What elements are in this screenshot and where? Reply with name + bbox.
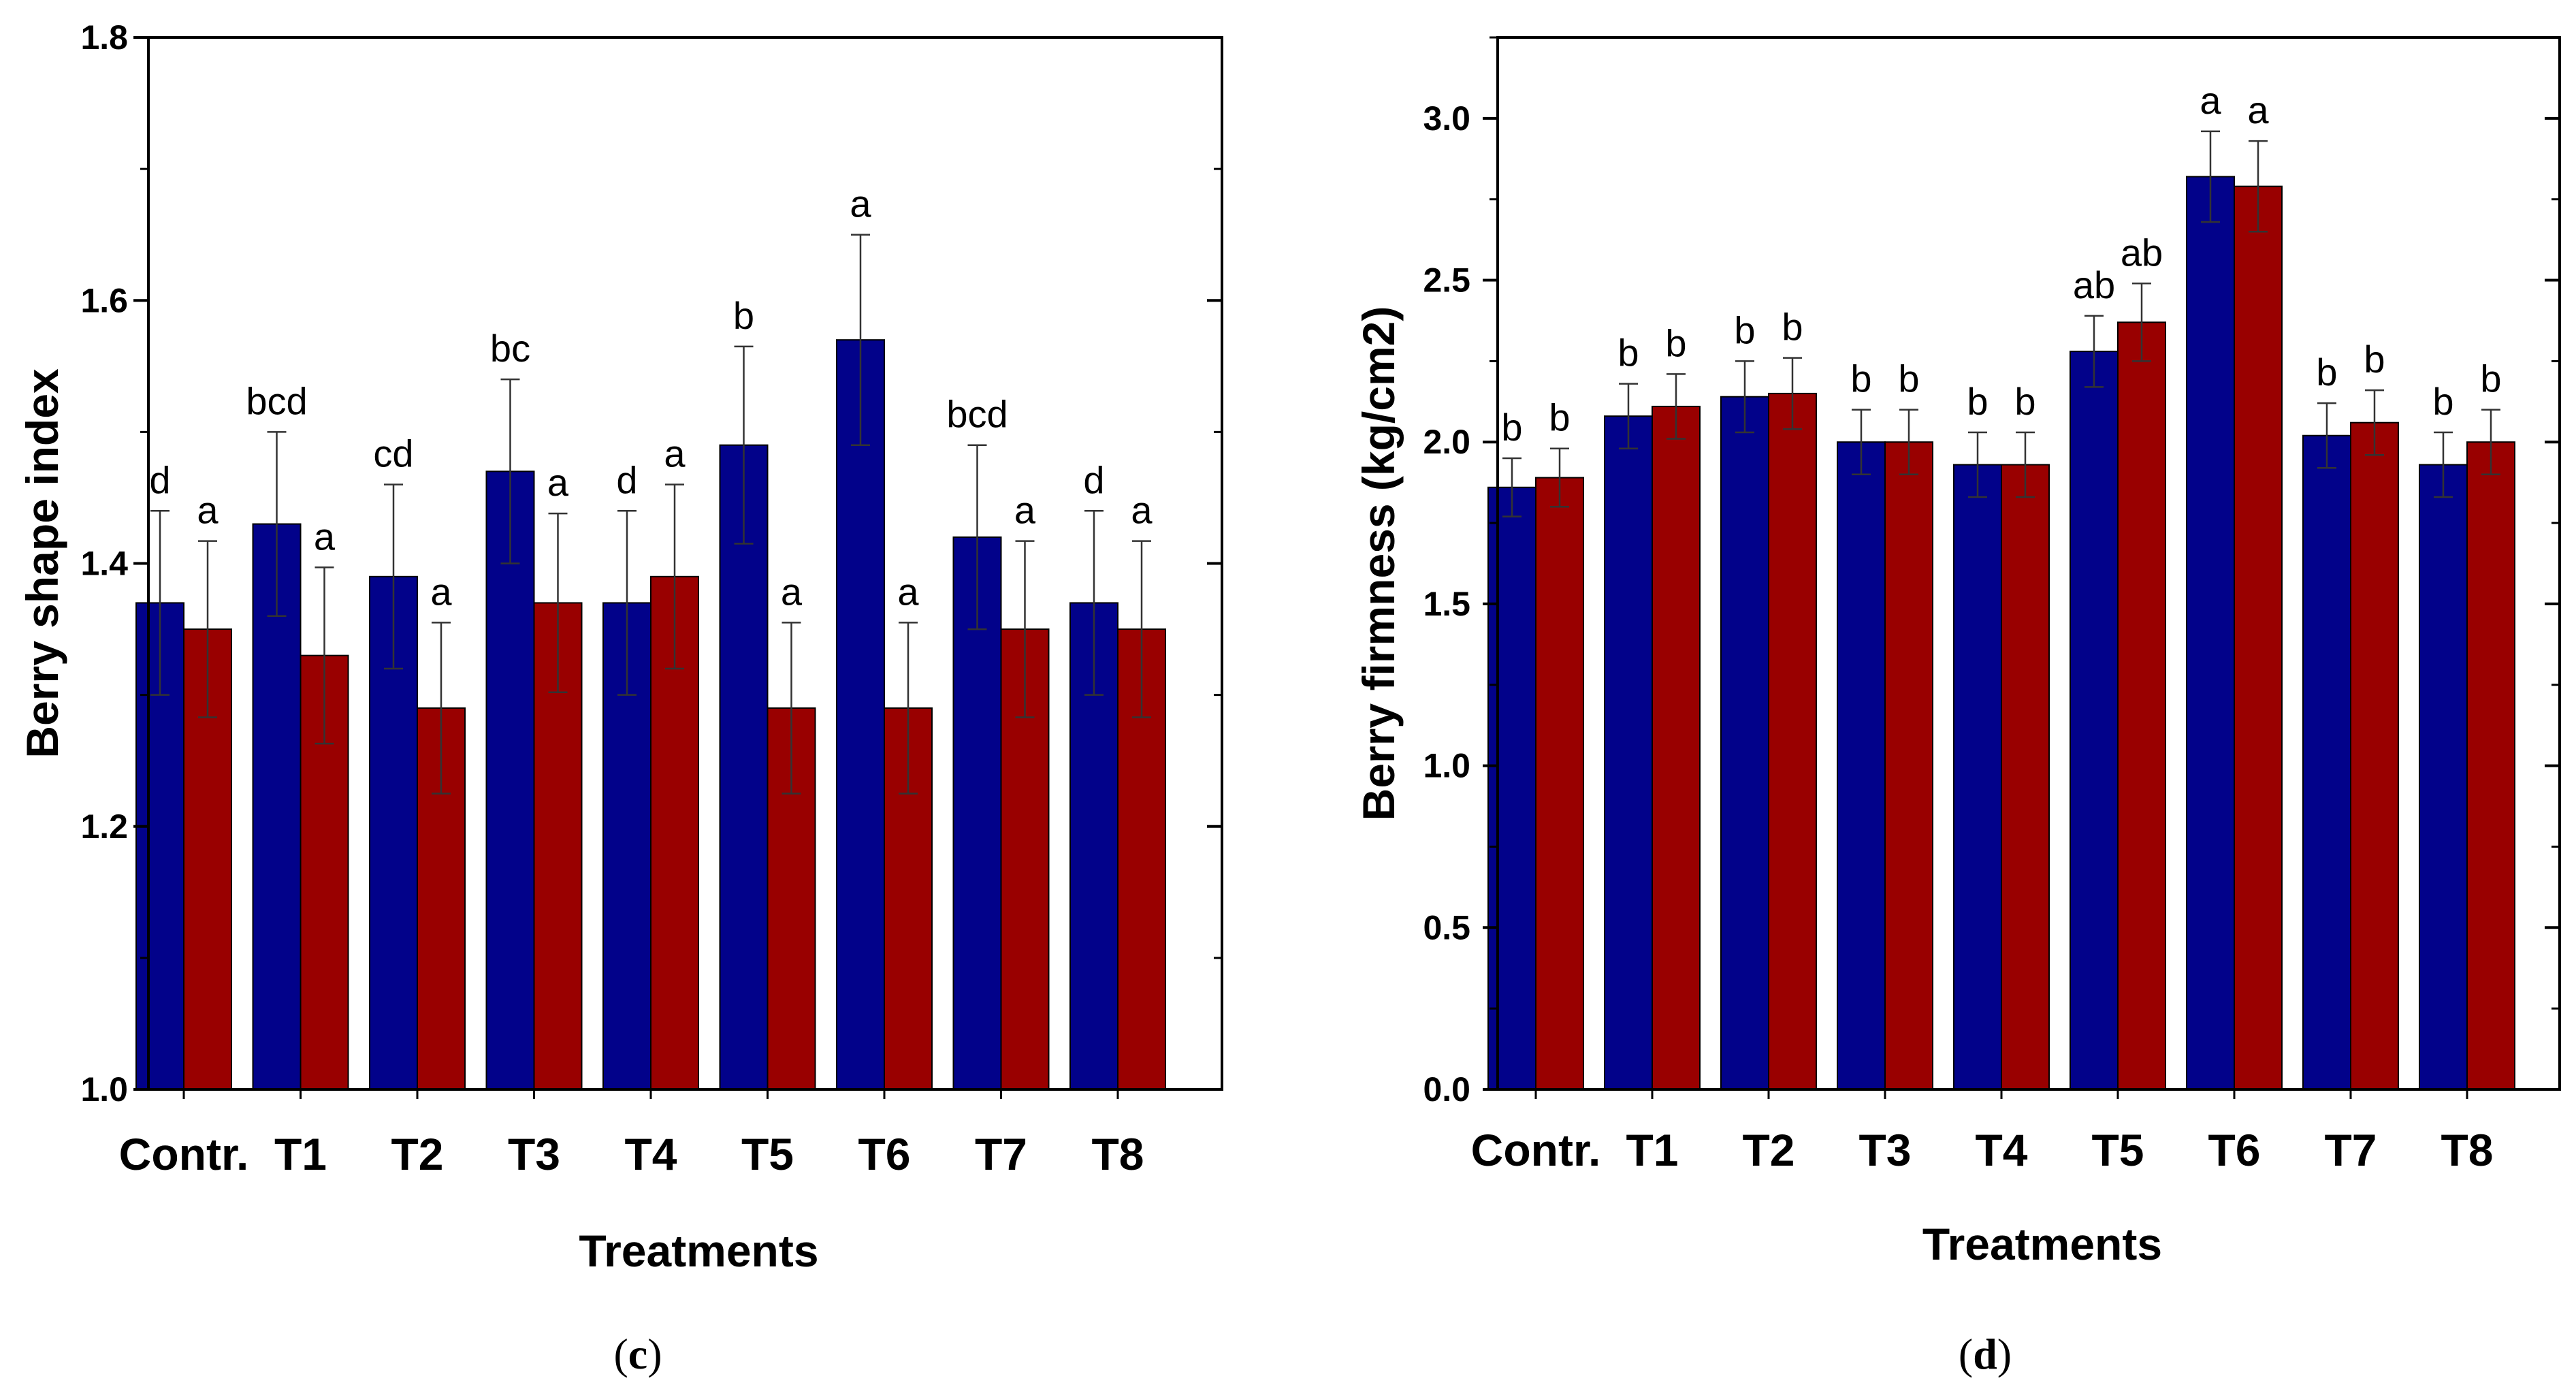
significance-label: b <box>2364 338 2385 381</box>
significance-label: ab <box>2121 231 2163 274</box>
significance-label: a <box>664 432 686 475</box>
significance-label: a <box>781 570 803 613</box>
significance-label: a <box>197 489 219 532</box>
significance-label: b <box>1967 380 1988 423</box>
y-tick-label: 2.0 <box>1423 423 1470 461</box>
significance-label: bcd <box>246 379 307 422</box>
significance-label: b <box>2316 351 2337 394</box>
bar-c-s1-T6 <box>836 339 885 1090</box>
plot-frame <box>1496 36 2561 1091</box>
category-label: T6 <box>858 1129 910 1179</box>
x-axis-title: Treatments <box>1922 1219 2162 1269</box>
y-tick-label: 1.6 <box>80 281 128 319</box>
bar-d-s1-T6 <box>2186 176 2235 1090</box>
chart-berry-shape-index: daContr.bcdaT1cdaT2bcaT3daT4baT5aaT6bcda… <box>17 18 1223 1276</box>
significance-label: b <box>733 294 754 337</box>
significance-label: cd <box>373 432 413 475</box>
x-axis-title: Treatments <box>579 1226 818 1276</box>
bar-d-s2-T6 <box>2234 185 2283 1091</box>
significance-label: ab <box>2073 264 2115 306</box>
significance-label: a <box>850 182 871 225</box>
significance-label: b <box>1782 306 1803 349</box>
category-label: T3 <box>1858 1125 1911 1175</box>
y-tick-label: 1.4 <box>80 545 128 583</box>
significance-label: b <box>1617 332 1639 374</box>
y-tick-label: 1.2 <box>80 808 128 846</box>
significance-label: b <box>1665 321 1686 364</box>
significance-label: a <box>430 570 452 613</box>
significance-label: a <box>1131 489 1153 532</box>
category-label: T2 <box>391 1129 443 1179</box>
significance-label: bc <box>490 327 530 370</box>
bar-d-s1-T3 <box>1837 441 1886 1090</box>
significance-label: d <box>1083 458 1104 501</box>
significance-label: a <box>897 570 919 613</box>
significance-label: b <box>1549 396 1570 439</box>
bar-d-s1-T5 <box>2070 351 2119 1090</box>
category-label: T7 <box>975 1129 1027 1179</box>
category-label: T5 <box>741 1129 794 1179</box>
significance-label: a <box>2200 79 2221 122</box>
y-tick-label: 1.0 <box>1423 747 1470 785</box>
significance-label: a <box>547 461 569 504</box>
bar-d-s2-T3 <box>1884 441 1933 1090</box>
category-label: T5 <box>2091 1125 2144 1175</box>
significance-label: bcd <box>946 393 1008 436</box>
bar-d-s2-T2 <box>1768 392 1817 1090</box>
significance-label: a <box>2247 89 2269 131</box>
bar-d-s2-T4 <box>2001 464 2050 1090</box>
y-tick-label: 0.0 <box>1423 1070 1470 1108</box>
bar-d-s2-T1 <box>1652 405 1701 1090</box>
bar-d-s1-T7 <box>2302 434 2351 1090</box>
y-axis-title: Berry firmness (kg/cm2) <box>1353 306 1404 821</box>
y-tick-label: 1.5 <box>1423 585 1470 623</box>
significance-label: b <box>1898 357 1919 400</box>
significance-label: b <box>1850 357 1871 400</box>
category-label: T2 <box>1742 1125 1794 1175</box>
category-label: T8 <box>1091 1129 1144 1179</box>
bar-d-s1-T8 <box>2419 464 2468 1090</box>
bar-d-s1-Contr. <box>1487 486 1536 1090</box>
bar-d-s2-T8 <box>2466 441 2515 1090</box>
category-label: T6 <box>2208 1125 2260 1175</box>
bar-d-s1-T1 <box>1604 415 1653 1090</box>
significance-label: d <box>616 458 637 501</box>
bar-d-s2-T5 <box>2117 321 2166 1090</box>
significance-label: b <box>1734 308 1755 351</box>
significance-label: d <box>149 458 170 501</box>
panel-label-d: (d) <box>1959 1330 2012 1378</box>
category-label: T4 <box>1975 1125 2027 1175</box>
significance-label: a <box>1014 489 1036 532</box>
bar-d-s2-Contr. <box>1535 477 1584 1090</box>
category-label: T1 <box>1626 1125 1678 1175</box>
category-label: T3 <box>508 1129 560 1179</box>
significance-label: b <box>2480 357 2501 400</box>
significance-label: b <box>1501 406 1522 449</box>
significance-label: a <box>314 515 336 558</box>
category-label: T8 <box>2441 1125 2493 1175</box>
significance-label: b <box>2432 380 2453 423</box>
significance-label: b <box>2014 380 2035 423</box>
y-axis-title: Berry shape index <box>17 368 67 759</box>
category-label: Contr. <box>1471 1125 1601 1175</box>
bar-d-s1-T2 <box>1720 396 1769 1090</box>
panel-label-c: (c) <box>613 1330 662 1378</box>
y-tick-label: 3.0 <box>1423 99 1470 138</box>
y-tick-label: 1.8 <box>80 18 128 57</box>
category-label: T1 <box>274 1129 327 1179</box>
y-tick-label: 2.5 <box>1423 261 1470 300</box>
category-label: Contr. <box>119 1129 249 1179</box>
bar-d-s2-T7 <box>2350 421 2399 1090</box>
bar-d-s1-T4 <box>1953 464 2002 1090</box>
y-tick-label: 1.0 <box>80 1070 128 1108</box>
category-label: T4 <box>624 1129 677 1179</box>
category-label: T7 <box>2324 1125 2377 1175</box>
y-tick-label: 0.5 <box>1423 908 1470 946</box>
